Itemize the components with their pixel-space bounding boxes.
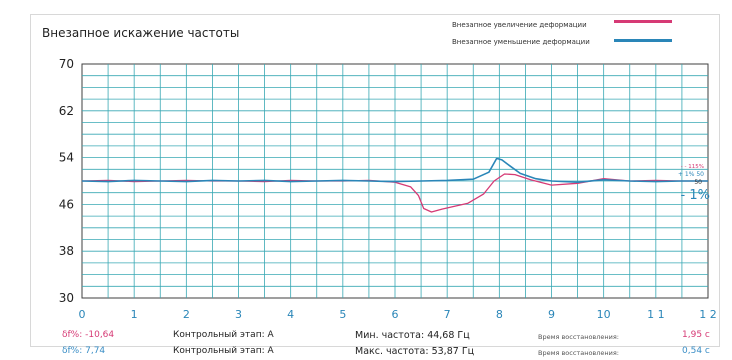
x-tick-label: 8 [496,308,503,321]
x-tick-label: 0 [79,308,86,321]
max-frequency: Макс. частота: 53,87 Гц [355,346,475,357]
x-tick-label: 9 [548,308,555,321]
y-tick-label: 30 [59,291,74,305]
series-line-decrease [81,157,708,183]
legend-swatch-decrease [614,39,672,42]
recovery-label-increase: Время восстановления: [538,333,619,341]
annotation-big: - 1% [681,188,710,203]
chart-title: Внезапное искажение частоты [42,26,240,40]
delta-f-decrease: δf%: 7,74 [62,346,106,356]
x-tick-label: 2 [183,308,190,321]
y-tick-label: 54 [59,151,74,165]
x-tick-label: 7 [444,308,451,321]
stage-decrease: Контрольный этап: A [173,346,274,356]
recovery-label-decrease: Время восстановления: [538,349,619,357]
annotation-mid: + 1% 50 [678,171,704,178]
chart-frame [30,14,720,347]
x-tick-label: 1 2 [699,308,717,321]
x-tick-label: 5 [339,308,346,321]
legend-label-decrease: Внезапное уменьшение деформации [452,38,590,46]
recovery-value-decrease: 0,54 с [682,346,710,356]
recovery-value-increase: 1,95 с [682,330,710,340]
y-tick-label: 70 [59,57,74,71]
x-tick-label: 6 [392,308,399,321]
y-tick-label: 46 [59,197,74,211]
y-tick-label: 62 [59,104,74,118]
delta-f-increase: δf%: -10,64 [62,330,115,340]
x-tick-label: 3 [235,308,242,321]
legend-label-increase: Внезапное увеличение деформации [452,21,587,29]
x-tick-label: 10 [597,308,611,321]
x-tick-label: 4 [287,308,294,321]
y-tick-label: 38 [59,244,74,258]
stage-increase: Контрольный этап: A [173,330,274,340]
min-frequency: Мин. частота: 44,68 Гц [355,330,470,341]
x-tick-label: 1 1 [647,308,665,321]
annotation-top: - - 115% [681,164,704,170]
x-tick-label: 1 [131,308,138,321]
annotation-small: 50 [694,179,702,186]
legend-swatch-increase [614,20,672,23]
